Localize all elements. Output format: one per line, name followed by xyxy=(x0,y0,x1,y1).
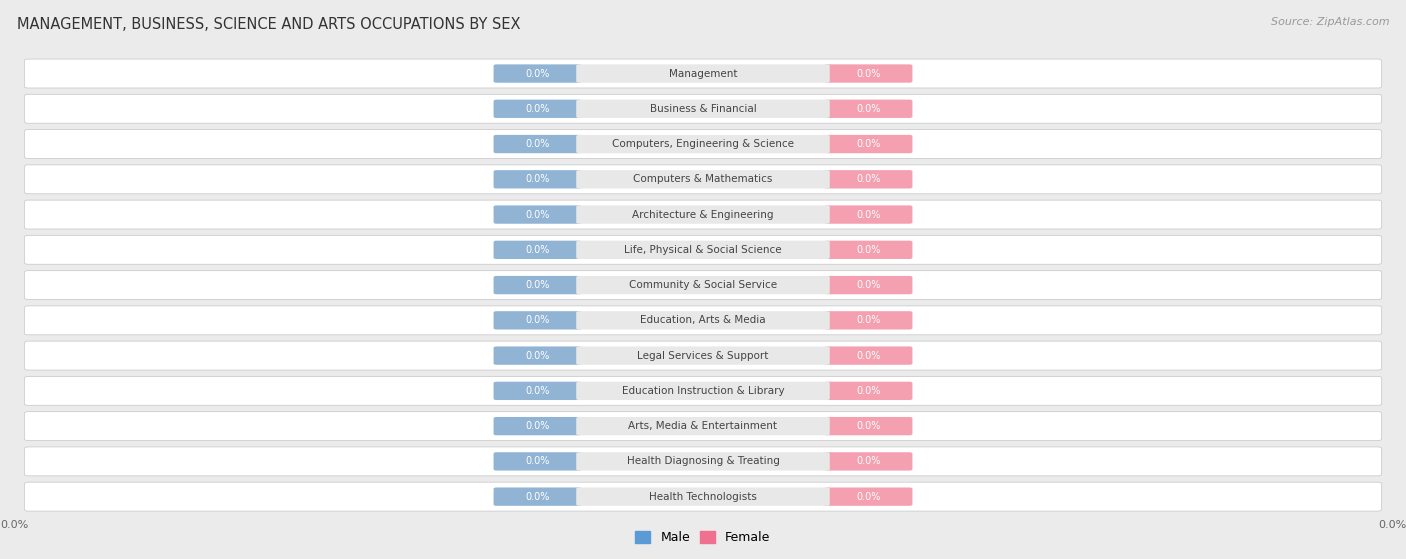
FancyBboxPatch shape xyxy=(824,205,912,224)
FancyBboxPatch shape xyxy=(824,276,912,294)
FancyBboxPatch shape xyxy=(824,241,912,259)
FancyBboxPatch shape xyxy=(24,130,1382,159)
Text: 0.0%: 0.0% xyxy=(526,69,550,78)
FancyBboxPatch shape xyxy=(494,311,582,329)
Text: 0.0%: 0.0% xyxy=(526,456,550,466)
Text: 0.0%: 0.0% xyxy=(526,210,550,220)
Text: Business & Financial: Business & Financial xyxy=(650,104,756,114)
FancyBboxPatch shape xyxy=(576,135,830,153)
Text: Education, Arts & Media: Education, Arts & Media xyxy=(640,315,766,325)
Text: Health Technologists: Health Technologists xyxy=(650,492,756,501)
Text: Education Instruction & Library: Education Instruction & Library xyxy=(621,386,785,396)
FancyBboxPatch shape xyxy=(576,311,830,329)
FancyBboxPatch shape xyxy=(494,135,582,153)
FancyBboxPatch shape xyxy=(494,64,582,83)
FancyBboxPatch shape xyxy=(494,276,582,294)
Text: 0.0%: 0.0% xyxy=(856,245,880,255)
FancyBboxPatch shape xyxy=(824,487,912,506)
FancyBboxPatch shape xyxy=(576,417,830,435)
Text: Computers & Mathematics: Computers & Mathematics xyxy=(633,174,773,184)
FancyBboxPatch shape xyxy=(824,382,912,400)
Text: Health Diagnosing & Treating: Health Diagnosing & Treating xyxy=(627,456,779,466)
FancyBboxPatch shape xyxy=(494,382,582,400)
FancyBboxPatch shape xyxy=(576,241,830,259)
FancyBboxPatch shape xyxy=(494,100,582,118)
FancyBboxPatch shape xyxy=(576,64,830,83)
FancyBboxPatch shape xyxy=(576,205,830,224)
FancyBboxPatch shape xyxy=(824,135,912,153)
FancyBboxPatch shape xyxy=(824,452,912,471)
FancyBboxPatch shape xyxy=(824,64,912,83)
Legend: Male, Female: Male, Female xyxy=(630,526,776,549)
Text: 0.0%: 0.0% xyxy=(856,421,880,431)
Text: 0.0%: 0.0% xyxy=(856,492,880,501)
FancyBboxPatch shape xyxy=(824,311,912,329)
FancyBboxPatch shape xyxy=(576,276,830,294)
FancyBboxPatch shape xyxy=(494,452,582,471)
Text: Source: ZipAtlas.com: Source: ZipAtlas.com xyxy=(1271,17,1389,27)
Text: Management: Management xyxy=(669,69,737,78)
FancyBboxPatch shape xyxy=(494,487,582,506)
Text: MANAGEMENT, BUSINESS, SCIENCE AND ARTS OCCUPATIONS BY SEX: MANAGEMENT, BUSINESS, SCIENCE AND ARTS O… xyxy=(17,17,520,32)
Text: 0.0%: 0.0% xyxy=(526,139,550,149)
Text: 0.0%: 0.0% xyxy=(856,280,880,290)
Text: 0.0%: 0.0% xyxy=(526,492,550,501)
Text: Computers, Engineering & Science: Computers, Engineering & Science xyxy=(612,139,794,149)
FancyBboxPatch shape xyxy=(24,271,1382,300)
FancyBboxPatch shape xyxy=(576,452,830,471)
FancyBboxPatch shape xyxy=(494,417,582,435)
FancyBboxPatch shape xyxy=(24,376,1382,405)
FancyBboxPatch shape xyxy=(824,347,912,365)
Text: 0.0%: 0.0% xyxy=(856,174,880,184)
FancyBboxPatch shape xyxy=(824,170,912,188)
FancyBboxPatch shape xyxy=(576,487,830,506)
Text: 0.0%: 0.0% xyxy=(856,315,880,325)
Text: 0.0%: 0.0% xyxy=(526,386,550,396)
Text: 0.0%: 0.0% xyxy=(856,139,880,149)
FancyBboxPatch shape xyxy=(24,306,1382,335)
FancyBboxPatch shape xyxy=(824,417,912,435)
FancyBboxPatch shape xyxy=(24,341,1382,370)
Text: 0.0%: 0.0% xyxy=(526,245,550,255)
FancyBboxPatch shape xyxy=(24,411,1382,440)
Text: 0.0%: 0.0% xyxy=(526,421,550,431)
FancyBboxPatch shape xyxy=(494,170,582,188)
Text: 0.0%: 0.0% xyxy=(526,174,550,184)
Text: 0.0%: 0.0% xyxy=(856,350,880,361)
Text: Life, Physical & Social Science: Life, Physical & Social Science xyxy=(624,245,782,255)
FancyBboxPatch shape xyxy=(576,100,830,118)
Text: 0.0%: 0.0% xyxy=(526,104,550,114)
Text: 0.0%: 0.0% xyxy=(856,386,880,396)
FancyBboxPatch shape xyxy=(24,59,1382,88)
Text: 0.0%: 0.0% xyxy=(856,210,880,220)
FancyBboxPatch shape xyxy=(24,200,1382,229)
FancyBboxPatch shape xyxy=(24,482,1382,511)
FancyBboxPatch shape xyxy=(24,447,1382,476)
FancyBboxPatch shape xyxy=(24,165,1382,194)
FancyBboxPatch shape xyxy=(576,382,830,400)
FancyBboxPatch shape xyxy=(576,347,830,365)
Text: Architecture & Engineering: Architecture & Engineering xyxy=(633,210,773,220)
FancyBboxPatch shape xyxy=(24,94,1382,123)
FancyBboxPatch shape xyxy=(24,235,1382,264)
FancyBboxPatch shape xyxy=(576,170,830,188)
Text: 0.0%: 0.0% xyxy=(856,69,880,78)
FancyBboxPatch shape xyxy=(494,347,582,365)
FancyBboxPatch shape xyxy=(824,100,912,118)
Text: 0.0%: 0.0% xyxy=(856,456,880,466)
Text: 0.0%: 0.0% xyxy=(856,104,880,114)
Text: 0.0%: 0.0% xyxy=(526,280,550,290)
Text: 0.0%: 0.0% xyxy=(526,315,550,325)
Text: Arts, Media & Entertainment: Arts, Media & Entertainment xyxy=(628,421,778,431)
Text: Legal Services & Support: Legal Services & Support xyxy=(637,350,769,361)
FancyBboxPatch shape xyxy=(494,205,582,224)
FancyBboxPatch shape xyxy=(494,241,582,259)
Text: 0.0%: 0.0% xyxy=(526,350,550,361)
Text: Community & Social Service: Community & Social Service xyxy=(628,280,778,290)
